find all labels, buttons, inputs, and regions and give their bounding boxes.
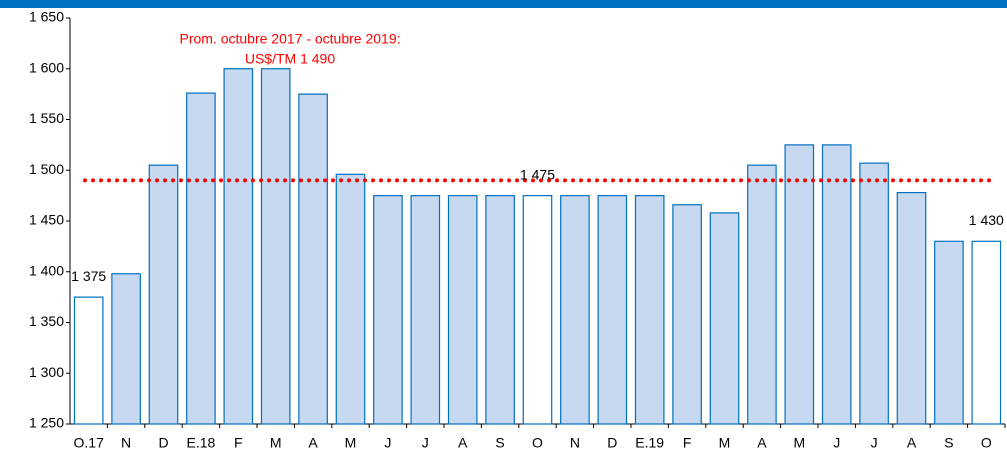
x-tick-label: J	[871, 435, 878, 451]
x-tick-label: O	[981, 435, 992, 451]
x-tick-label: F	[683, 435, 692, 451]
x-tick-label: O	[532, 435, 543, 451]
y-tick-label: 1 450	[29, 212, 64, 228]
bar	[73, 296, 104, 425]
bar	[447, 195, 478, 425]
y-tick-label: 1 650	[29, 9, 64, 25]
average-annotation: US$/TM 1 490	[245, 51, 335, 67]
x-tick-label: A	[308, 435, 318, 451]
bar	[410, 195, 441, 425]
x-tick-label: J	[833, 435, 840, 451]
bar	[522, 195, 553, 425]
bar	[560, 195, 590, 425]
bar	[186, 92, 216, 425]
bar	[485, 195, 515, 425]
y-tick-label: 1 400	[29, 262, 64, 278]
bar	[597, 195, 628, 425]
bar	[747, 164, 777, 425]
bar	[634, 195, 665, 425]
bar	[971, 240, 1002, 425]
x-tick-label: S	[944, 435, 953, 451]
y-tick-label: 1 250	[29, 415, 64, 431]
bar	[784, 144, 815, 425]
x-tick-label: O.17	[74, 435, 105, 451]
bar	[148, 164, 179, 425]
x-tick-label: S	[495, 435, 504, 451]
x-tick-label: M	[719, 435, 731, 451]
bar	[896, 191, 927, 425]
x-tick-label: A	[458, 435, 468, 451]
y-tick-label: 1 500	[29, 161, 64, 177]
x-tick-label: D	[607, 435, 617, 451]
bar	[859, 162, 889, 425]
bar	[260, 68, 291, 425]
bar	[373, 195, 403, 425]
x-tick-label: E.19	[635, 435, 664, 451]
bar	[821, 144, 852, 425]
bar	[709, 212, 740, 425]
x-tick-label: M	[793, 435, 805, 451]
x-tick-label: A	[907, 435, 917, 451]
x-tick-label: F	[234, 435, 243, 451]
y-tick-label: 1 600	[29, 59, 64, 75]
bar	[298, 93, 328, 425]
y-tick-label: 1 300	[29, 364, 64, 380]
x-tick-label: A	[757, 435, 767, 451]
data-label: 1 430	[969, 212, 1004, 228]
x-tick-label: J	[422, 435, 429, 451]
bar	[934, 240, 964, 425]
data-label: 1 475	[520, 166, 555, 182]
average-annotation: Prom. octubre 2017 - octubre 2019:	[179, 31, 400, 47]
y-tick-label: 1 550	[29, 110, 64, 126]
bar	[672, 204, 702, 425]
x-tick-label: N	[121, 435, 131, 451]
x-tick-label: J	[384, 435, 391, 451]
x-tick-label: M	[270, 435, 282, 451]
bar	[223, 68, 254, 425]
data-label: 1 375	[71, 268, 106, 284]
x-tick-label: N	[570, 435, 580, 451]
y-tick-label: 1 350	[29, 313, 64, 329]
bar	[111, 273, 141, 425]
bar	[335, 173, 366, 425]
x-tick-label: E.18	[186, 435, 215, 451]
header-bar	[0, 0, 1007, 8]
x-tick-label: D	[158, 435, 168, 451]
x-tick-label: M	[345, 435, 357, 451]
